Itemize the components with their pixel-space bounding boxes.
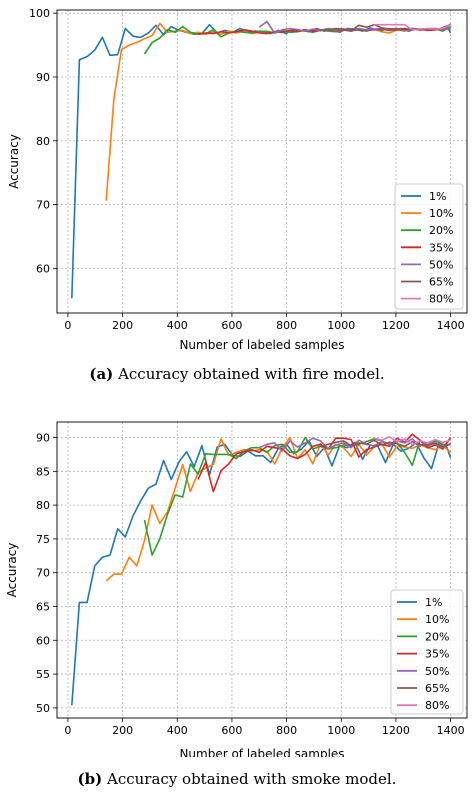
x-tick-label: 800 bbox=[276, 319, 297, 332]
y-axis-label: Accuracy bbox=[5, 543, 19, 598]
y-tick-label: 70 bbox=[36, 199, 50, 212]
caption-smoke-tag: (b) bbox=[77, 770, 103, 788]
x-tick-label: 1400 bbox=[437, 319, 465, 332]
x-tick-label: 400 bbox=[167, 724, 188, 737]
legend-label: 10% bbox=[429, 207, 453, 220]
smoke-chart: 0 200 400 600 800 1000 1200 1400 50 55 60 65 70 75 80 8… bbox=[5, 421, 468, 757]
y-tick-label: 70 bbox=[36, 567, 50, 580]
series-line-10pct bbox=[105, 436, 452, 582]
legend-label: 65% bbox=[429, 276, 453, 289]
y-tick-label: 75 bbox=[36, 533, 50, 546]
legend-label: 50% bbox=[429, 258, 453, 271]
series-line-35pct bbox=[197, 433, 452, 493]
caption-smoke-text: Accuracy obtained with smoke model. bbox=[107, 770, 397, 788]
series-line-65pct bbox=[320, 23, 452, 32]
x-tick-label: 1400 bbox=[437, 724, 465, 737]
x-tick-label: 200 bbox=[112, 319, 133, 332]
y-tick-label: 60 bbox=[36, 262, 50, 275]
x-tick-label: 1200 bbox=[382, 319, 410, 332]
caption-fire-text: Accuracy obtained with fire model. bbox=[118, 365, 385, 383]
legend-box bbox=[394, 183, 464, 310]
plot-frame bbox=[56, 421, 468, 719]
legend-label: 1% bbox=[425, 596, 442, 609]
legend-label: 35% bbox=[425, 648, 449, 661]
series-line-80pct bbox=[373, 436, 451, 446]
legend-label: 1% bbox=[429, 190, 446, 203]
y-tick-label: 85 bbox=[36, 465, 50, 478]
x-tick-label: 400 bbox=[167, 319, 188, 332]
y-tick-label: 90 bbox=[36, 432, 50, 445]
legend-label: 20% bbox=[425, 630, 449, 643]
caption-fire-tag: (a) bbox=[89, 365, 114, 383]
x-tick-label: 0 bbox=[64, 319, 71, 332]
legend-label: 65% bbox=[425, 682, 449, 695]
y-axis-label: Accuracy bbox=[7, 134, 21, 189]
x-axis-label: Number of labeled samples bbox=[179, 747, 344, 757]
series-line-1pct bbox=[71, 440, 452, 706]
fire-chart: 0 200 400 600 800 1000 1200 1400 60 70 80 90 100 Numb… bbox=[7, 7, 468, 352]
x-tick-label: 0 bbox=[64, 724, 71, 737]
y-tick-label: 80 bbox=[36, 135, 50, 148]
legend-box bbox=[390, 589, 464, 715]
caption-fire: (a) Accuracy obtained with fire model. bbox=[0, 365, 474, 383]
x-tick-label: 1000 bbox=[327, 724, 355, 737]
series-line-20pct bbox=[143, 436, 451, 556]
caption-smoke: (b) Accuracy obtained with smoke model. bbox=[0, 770, 474, 788]
x-tick-label: 600 bbox=[221, 724, 242, 737]
legend-label: 10% bbox=[425, 613, 449, 626]
legend-label: 50% bbox=[425, 665, 449, 678]
y-tick-label: 60 bbox=[36, 634, 50, 647]
x-tick-label: 200 bbox=[112, 724, 133, 737]
legend-label: 80% bbox=[429, 293, 453, 306]
y-tick-label: 55 bbox=[36, 668, 50, 681]
x-tick-label: 800 bbox=[276, 724, 297, 737]
plot-frame bbox=[56, 9, 468, 314]
y-tick-label: 50 bbox=[36, 702, 50, 715]
y-tick-label: 90 bbox=[36, 71, 50, 84]
y-tick-label: 100 bbox=[29, 7, 50, 20]
series-line-10pct bbox=[105, 22, 451, 201]
legend-label: 35% bbox=[429, 241, 453, 254]
legend-label: 80% bbox=[425, 699, 449, 712]
x-tick-label: 600 bbox=[221, 319, 242, 332]
x-tick-label: 1000 bbox=[327, 319, 355, 332]
series-line-65pct bbox=[320, 439, 451, 448]
legend-label: 20% bbox=[429, 224, 453, 237]
y-tick-label: 65 bbox=[36, 600, 50, 613]
series-line-80pct bbox=[374, 23, 451, 31]
series-line-1pct bbox=[71, 23, 452, 299]
y-tick-label: 80 bbox=[36, 499, 50, 512]
x-axis-label: Number of labeled samples bbox=[179, 338, 344, 352]
x-tick-label: 1200 bbox=[382, 724, 410, 737]
